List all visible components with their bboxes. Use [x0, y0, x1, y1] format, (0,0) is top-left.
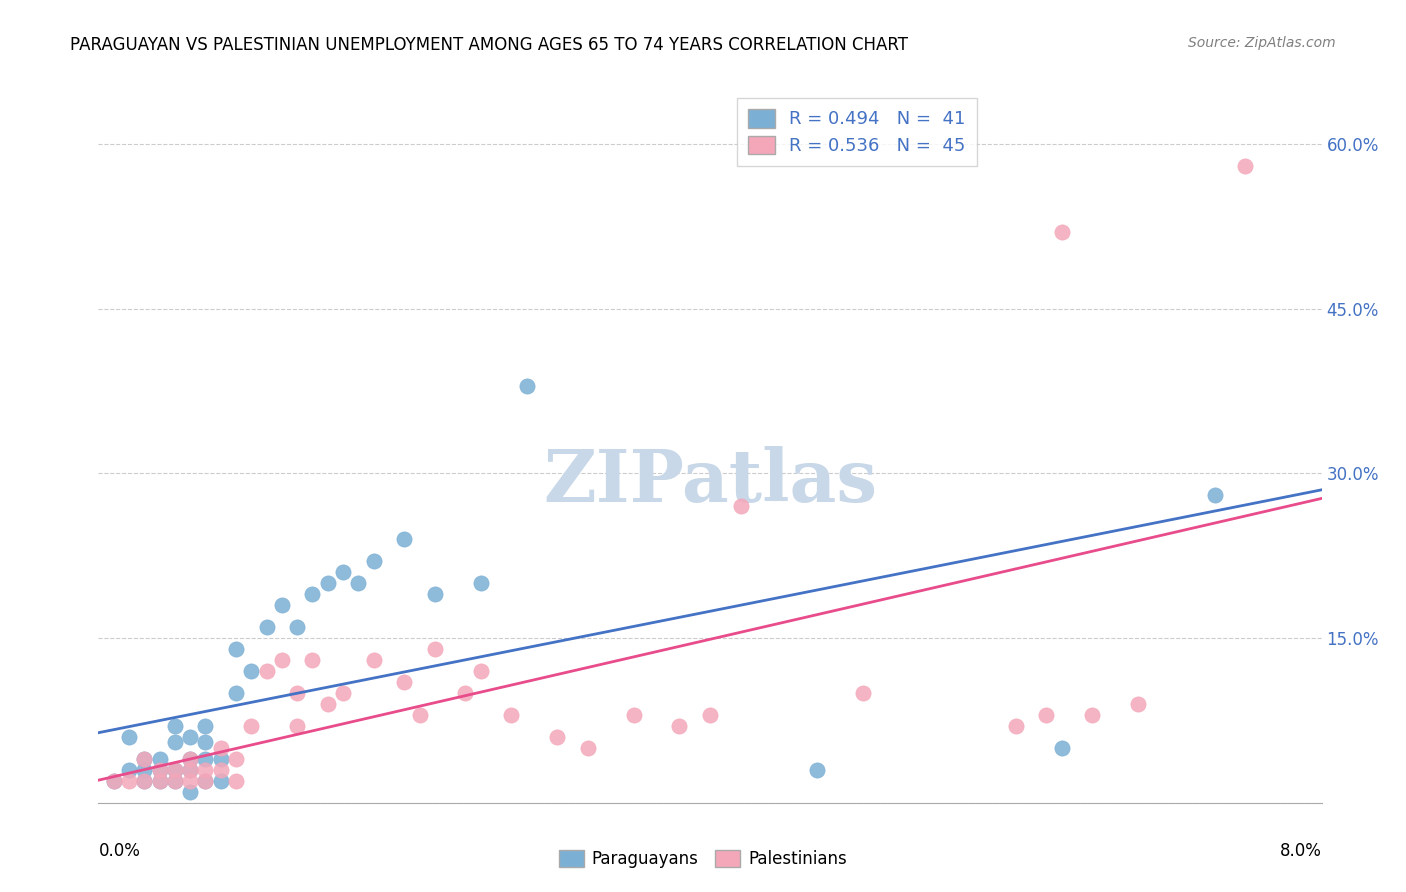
Point: [163, 773, 186, 788]
Point: [285, 719, 308, 733]
Point: [118, 763, 141, 777]
Point: [163, 773, 186, 788]
Point: [363, 653, 385, 667]
Point: [194, 735, 217, 749]
Point: [194, 773, 217, 788]
Point: [1004, 719, 1026, 733]
Point: [285, 620, 308, 634]
Text: Source: ZipAtlas.com: Source: ZipAtlas.com: [1188, 36, 1336, 50]
Point: [103, 773, 125, 788]
Point: [316, 697, 339, 711]
Point: [270, 653, 294, 667]
Point: [392, 675, 416, 690]
Point: [470, 664, 492, 678]
Point: [118, 730, 141, 744]
Point: [668, 719, 690, 733]
Point: [209, 752, 232, 766]
Point: [347, 576, 370, 591]
Point: [194, 773, 217, 788]
Point: [149, 773, 172, 788]
Text: 0.0%: 0.0%: [98, 842, 141, 860]
Point: [332, 566, 354, 580]
Legend: Paraguayans, Palestinians: Paraguayans, Palestinians: [551, 843, 855, 875]
Point: [194, 763, 217, 777]
Point: [134, 773, 156, 788]
Point: [1081, 708, 1104, 723]
Point: [501, 708, 523, 723]
Point: [179, 763, 201, 777]
Point: [408, 708, 430, 723]
Point: [256, 664, 278, 678]
Point: [179, 785, 201, 799]
Point: [546, 730, 568, 744]
Point: [194, 752, 217, 766]
Point: [163, 763, 186, 777]
Text: 8.0%: 8.0%: [1279, 842, 1322, 860]
Point: [163, 735, 186, 749]
Point: [516, 378, 538, 392]
Point: [179, 763, 201, 777]
Point: [423, 642, 446, 657]
Point: [699, 708, 721, 723]
Point: [285, 686, 308, 700]
Point: [225, 686, 247, 700]
Point: [470, 576, 492, 591]
Point: [163, 763, 186, 777]
Point: [209, 740, 232, 755]
Point: [149, 763, 172, 777]
Point: [806, 763, 828, 777]
Point: [149, 752, 172, 766]
Point: [1035, 708, 1057, 723]
Point: [103, 773, 125, 788]
Point: [1050, 740, 1073, 755]
Point: [576, 740, 599, 755]
Point: [179, 730, 201, 744]
Point: [225, 752, 247, 766]
Point: [301, 653, 323, 667]
Legend: R = 0.494   N =  41, R = 0.536   N =  45: R = 0.494 N = 41, R = 0.536 N = 45: [737, 98, 977, 166]
Text: ZIPatlas: ZIPatlas: [543, 446, 877, 517]
Point: [240, 719, 263, 733]
Point: [623, 708, 645, 723]
Point: [149, 773, 172, 788]
Point: [209, 773, 232, 788]
Point: [225, 773, 247, 788]
Point: [134, 752, 156, 766]
Point: [270, 598, 294, 612]
Point: [256, 620, 278, 634]
Point: [209, 763, 232, 777]
Point: [149, 763, 172, 777]
Point: [363, 554, 385, 568]
Point: [194, 719, 217, 733]
Point: [179, 773, 201, 788]
Point: [134, 773, 156, 788]
Point: [332, 686, 354, 700]
Point: [852, 686, 875, 700]
Point: [1204, 488, 1226, 502]
Point: [454, 686, 477, 700]
Point: [1234, 159, 1257, 173]
Point: [163, 719, 186, 733]
Point: [301, 587, 323, 601]
Point: [134, 752, 156, 766]
Text: PARAGUAYAN VS PALESTINIAN UNEMPLOYMENT AMONG AGES 65 TO 74 YEARS CORRELATION CHA: PARAGUAYAN VS PALESTINIAN UNEMPLOYMENT A…: [70, 36, 908, 54]
Point: [1128, 697, 1150, 711]
Point: [225, 642, 247, 657]
Point: [179, 752, 201, 766]
Point: [134, 763, 156, 777]
Point: [118, 773, 141, 788]
Point: [423, 587, 446, 601]
Point: [730, 500, 752, 514]
Point: [316, 576, 339, 591]
Point: [240, 664, 263, 678]
Point: [179, 752, 201, 766]
Point: [1050, 225, 1073, 239]
Point: [392, 533, 416, 547]
